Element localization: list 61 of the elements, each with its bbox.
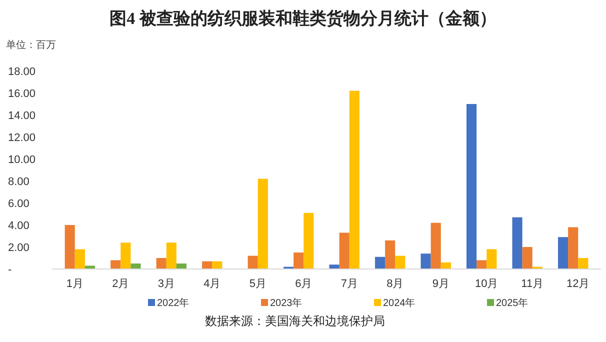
bar [349, 90, 360, 269]
y-axis-title: 单位：百万 [6, 39, 56, 51]
bar [522, 247, 532, 269]
y-tick-label: 16.00 [8, 88, 36, 100]
bar [304, 212, 314, 269]
bar [110, 260, 121, 269]
bar [202, 261, 212, 269]
x-tick-label: 4月 [204, 278, 221, 290]
bar [248, 256, 258, 269]
y-tick-label: 8.00 [8, 176, 30, 188]
chart-title: 图4 被查验的纺织服装和鞋类货物分月统计（金额） [110, 9, 496, 28]
bar [440, 262, 451, 269]
bar [385, 240, 396, 269]
bar [420, 254, 431, 269]
legend-label: 2025年 [496, 297, 528, 309]
y-tick-label: 4.00 [8, 220, 30, 232]
x-tick-label: 11月 [521, 278, 544, 290]
source-note: 数据来源：美国海关和边境保护局 [205, 314, 385, 328]
bar [74, 249, 85, 269]
bar [486, 249, 497, 269]
x-tick-label: 7月 [340, 278, 358, 290]
bar [374, 256, 386, 269]
y-tick-label: 2.00 [8, 242, 30, 254]
bar [395, 256, 406, 269]
bar [476, 260, 487, 269]
bar [568, 227, 578, 269]
bar [84, 266, 96, 269]
x-tick-label: 2月 [112, 278, 130, 290]
bar [339, 232, 350, 269]
bar [294, 252, 304, 269]
y-tick-label: 6.00 [8, 198, 30, 210]
x-tick-label: 1月 [66, 278, 84, 290]
y-tick-label: 14.00 [8, 110, 36, 122]
x-tick-label: 8月 [386, 278, 404, 290]
y-tick-label: 18.00 [8, 66, 36, 78]
bar [578, 258, 588, 269]
legend-label: 2022年 [157, 297, 190, 309]
bar [156, 258, 166, 269]
legend-label: 2023年 [270, 297, 302, 309]
bar [466, 104, 477, 269]
bar [512, 217, 522, 269]
bar [64, 225, 75, 269]
y-tick-label: - [8, 264, 12, 276]
bar [120, 242, 131, 269]
bar [558, 237, 568, 269]
x-tick-label: 10月 [475, 278, 498, 290]
y-tick-label: 12.00 [8, 132, 36, 144]
x-tick-label: 6月 [295, 278, 312, 290]
bar [130, 264, 141, 269]
y-tick-label: 10.00 [8, 154, 36, 166]
x-tick-label: 5月 [249, 278, 266, 290]
x-tick-label: 9月 [432, 278, 450, 290]
legend-label: 2024年 [383, 297, 416, 309]
bar [176, 264, 187, 269]
x-tick-label: 12月 [566, 278, 590, 290]
bar [166, 242, 176, 269]
bar [212, 261, 222, 269]
bar [430, 222, 441, 269]
bar [258, 178, 268, 269]
bar [329, 264, 340, 269]
x-tick-label: 3月 [158, 278, 175, 290]
